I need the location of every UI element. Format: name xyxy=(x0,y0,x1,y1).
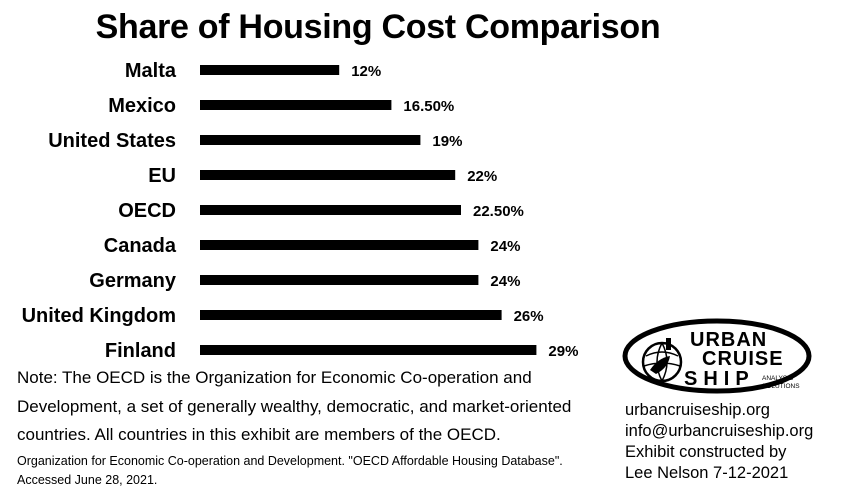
category-label: Malta xyxy=(125,60,177,82)
bar xyxy=(200,170,456,180)
email-text: info@urbancruiseship.org xyxy=(625,422,814,440)
value-label: 22.50% xyxy=(473,203,524,220)
logo-line2: CRUISE xyxy=(702,348,784,370)
bar xyxy=(200,310,502,320)
category-label: Canada xyxy=(104,235,177,257)
source-citation: Organization for Economic Co-operation a… xyxy=(17,454,563,487)
logo-line3: SHIP xyxy=(684,368,755,390)
value-label: 24% xyxy=(490,273,520,290)
category-label: United States xyxy=(48,130,176,152)
logo-tag2: SOLUTIONS xyxy=(762,383,800,390)
value-label: 29% xyxy=(548,343,578,360)
bar xyxy=(200,205,461,215)
footnote: Note: The OECD is the Organization for E… xyxy=(17,368,572,444)
bar xyxy=(200,65,340,75)
bar xyxy=(200,345,537,355)
bar xyxy=(200,100,392,110)
logo-tag1: ANALYSIS xyxy=(762,375,794,382)
bar xyxy=(200,135,421,145)
category-label: United Kingdom xyxy=(22,305,176,327)
website-text: urbancruiseship.org xyxy=(625,401,770,419)
urban-cruise-ship-logo: URBAN CRUISE SHIP ANALYSIS SOLUTIONS xyxy=(622,318,812,394)
logo-oval xyxy=(622,318,812,394)
category-label: Finland xyxy=(105,340,176,362)
logo-line1: URBAN xyxy=(690,329,767,351)
category-label: OECD xyxy=(118,200,176,222)
category-label: Germany xyxy=(89,270,177,292)
credit-line-2: Lee Nelson 7-12-2021 xyxy=(625,464,789,482)
value-label: 12% xyxy=(351,63,381,80)
contact-block: urbancruiseship.org info@urbancruiseship… xyxy=(625,400,845,484)
bar xyxy=(200,240,479,250)
chart-title: Share of Housing Cost Comparison xyxy=(95,8,661,46)
value-label: 19% xyxy=(432,133,462,150)
globe-ship-icon xyxy=(641,338,683,383)
bar xyxy=(200,275,479,285)
bar-chart: Malta 12% Mexico 16.50% United States 19% EU 22… xyxy=(22,60,579,362)
value-label: 22% xyxy=(467,168,497,185)
value-label: 16.50% xyxy=(403,98,454,115)
category-label: Mexico xyxy=(108,95,176,117)
category-label: EU xyxy=(148,165,176,187)
value-label: 26% xyxy=(514,308,544,325)
credit-line-1: Exhibit constructed by xyxy=(625,443,787,461)
value-label: 24% xyxy=(490,238,520,255)
